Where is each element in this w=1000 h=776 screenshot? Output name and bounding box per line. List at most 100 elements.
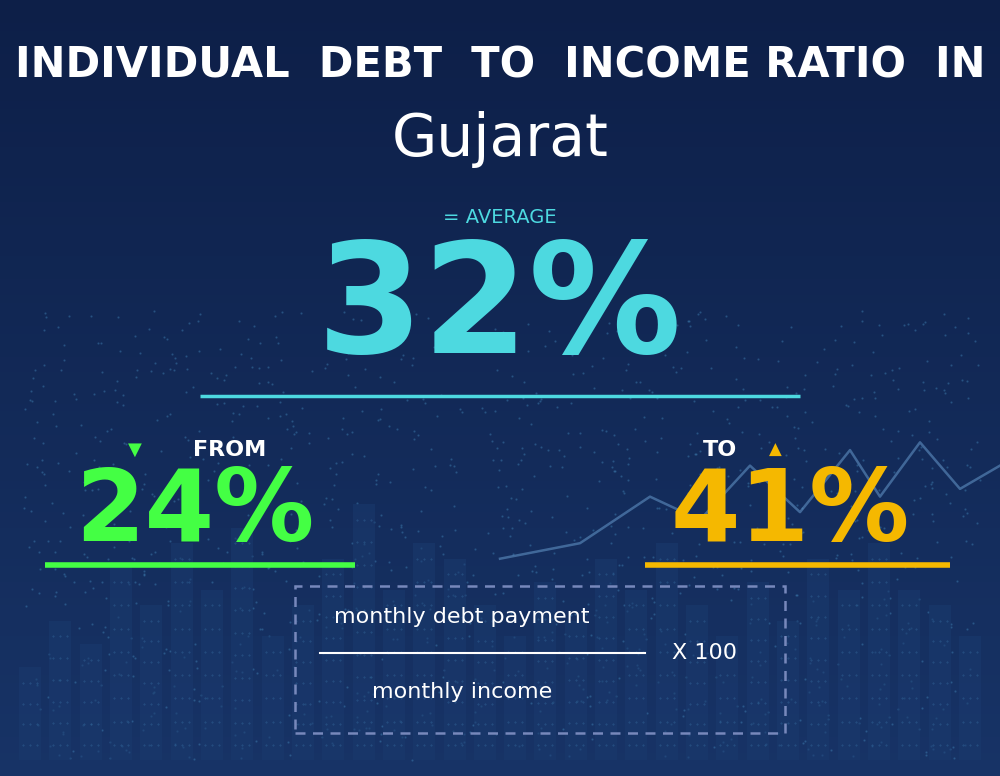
Point	[318, 711, 334, 723]
Text: Gujarat: Gujarat	[392, 111, 608, 168]
Text: 24%: 24%	[75, 465, 315, 562]
Point	[386, 599, 402, 611]
Point	[419, 632, 435, 644]
Point	[939, 461, 955, 473]
Point	[354, 549, 370, 562]
Bar	[474, 605, 496, 760]
Point	[90, 739, 106, 751]
Point	[925, 739, 941, 751]
Point	[591, 653, 607, 666]
Point	[386, 692, 402, 705]
Point	[141, 322, 157, 334]
Point	[47, 589, 63, 601]
Point	[959, 697, 975, 709]
Point	[689, 428, 705, 440]
Bar	[0, 574, 1000, 582]
Point	[891, 362, 907, 374]
Point	[447, 632, 463, 644]
Point	[378, 700, 394, 712]
Point	[453, 737, 469, 750]
Point	[766, 467, 782, 480]
Point	[249, 667, 265, 679]
Point	[918, 747, 934, 759]
Point	[275, 386, 291, 398]
Point	[120, 489, 136, 501]
Point	[379, 715, 395, 728]
Point	[923, 477, 939, 490]
Point	[422, 603, 438, 615]
Point	[219, 546, 235, 558]
Point	[385, 595, 401, 608]
Point	[573, 695, 589, 707]
Point	[431, 686, 447, 698]
Point	[757, 726, 773, 739]
Point	[158, 701, 174, 713]
Point	[561, 717, 577, 729]
Bar	[747, 582, 769, 760]
Point	[591, 590, 607, 602]
Point	[611, 671, 627, 684]
Point	[773, 739, 789, 751]
Point	[527, 559, 543, 572]
Point	[911, 444, 927, 456]
Point	[908, 599, 924, 611]
Point	[488, 727, 504, 740]
Point	[575, 717, 591, 729]
Point	[416, 692, 432, 705]
Point	[969, 715, 985, 728]
Point	[348, 601, 364, 614]
Point	[325, 632, 341, 644]
Point	[711, 487, 727, 500]
Point	[817, 443, 833, 456]
Point	[385, 633, 401, 646]
Point	[787, 643, 803, 656]
Point	[743, 612, 759, 625]
Point	[531, 743, 547, 755]
Bar	[322, 559, 344, 760]
Point	[440, 632, 456, 644]
Bar	[0, 178, 1000, 186]
Point	[231, 315, 247, 327]
Point	[440, 653, 456, 666]
Point	[199, 691, 215, 704]
Point	[365, 688, 381, 700]
Point	[955, 646, 971, 658]
Point	[423, 622, 439, 635]
Point	[240, 509, 256, 521]
Point	[605, 632, 621, 644]
Point	[720, 470, 736, 483]
Point	[234, 666, 250, 678]
Point	[537, 612, 553, 625]
Bar	[413, 543, 435, 760]
Point	[962, 692, 978, 705]
Point	[599, 326, 615, 338]
Point	[358, 722, 374, 734]
Point	[591, 568, 607, 580]
Point	[48, 587, 64, 599]
Point	[174, 646, 190, 658]
Point	[588, 604, 604, 616]
Point	[174, 715, 190, 728]
Point	[457, 589, 473, 601]
Point	[416, 622, 432, 635]
Point	[907, 403, 923, 415]
Point	[705, 405, 721, 417]
Point	[28, 673, 44, 685]
Point	[719, 739, 735, 751]
Point	[594, 456, 610, 468]
Point	[227, 532, 243, 545]
Point	[167, 576, 183, 588]
Point	[878, 715, 894, 728]
Point	[295, 531, 311, 543]
Bar	[0, 124, 1000, 132]
Point	[514, 692, 530, 705]
Point	[787, 695, 803, 708]
Point	[743, 591, 759, 604]
Point	[150, 656, 166, 668]
Point	[467, 716, 483, 729]
Point	[780, 739, 796, 751]
Point	[435, 548, 451, 560]
Point	[22, 739, 38, 751]
Point	[243, 352, 259, 364]
Point	[854, 392, 870, 404]
